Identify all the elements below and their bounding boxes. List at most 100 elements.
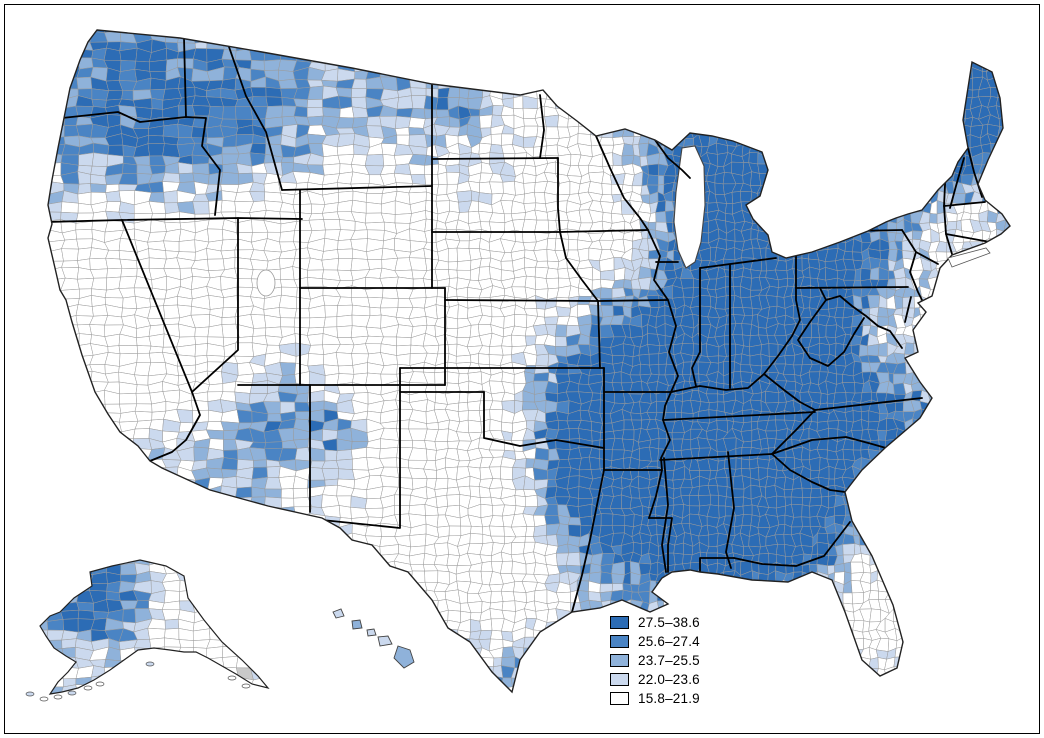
county [500,590,516,602]
county [545,277,560,290]
county [514,495,526,507]
county [351,304,371,317]
county [859,344,869,357]
county [648,221,657,231]
county [337,239,353,250]
state-border-line [431,157,559,160]
county [501,600,516,612]
county [77,191,92,206]
county [220,666,239,678]
county [306,115,324,126]
county [177,30,196,44]
county [887,221,898,234]
county [869,608,882,623]
county [435,97,449,111]
county [335,352,353,367]
county [682,287,694,299]
county [671,432,685,440]
county [533,372,550,382]
county [567,517,582,526]
aleutian-island [67,690,77,696]
county [600,269,616,281]
county [106,590,121,601]
county [394,127,410,136]
county [104,666,123,681]
county [513,95,524,109]
county [61,248,79,262]
county [579,515,594,527]
county [323,316,338,328]
county [426,448,437,461]
county [708,401,719,411]
county [106,276,121,291]
county [134,403,153,413]
county [544,114,559,128]
county [339,106,355,119]
county [337,248,353,259]
county [493,657,503,667]
county [105,201,121,213]
county [365,335,384,345]
county [236,286,254,298]
county [338,505,352,519]
county [265,96,283,107]
county [264,191,283,203]
county [61,260,80,268]
county [382,287,399,299]
county [980,143,992,154]
county [490,133,503,146]
county [479,618,493,631]
legend-label: 27.5–38.6 [638,614,700,630]
county [566,552,581,567]
county [534,191,546,204]
county [409,564,425,572]
county [732,488,745,498]
county [689,505,701,515]
county [396,95,414,110]
county [337,258,353,271]
county [46,629,65,641]
county [47,619,64,631]
county [337,269,354,281]
county [456,247,472,262]
county [350,154,368,166]
aleutian-island [83,685,93,691]
county [281,497,295,509]
county [809,496,822,507]
county [61,646,76,658]
county [179,579,195,592]
county [408,257,428,271]
county [513,152,528,167]
county [971,89,980,99]
county [365,343,382,355]
county [424,570,439,583]
county [163,304,180,319]
county [40,636,49,651]
county [380,475,400,488]
legend-swatch [610,692,629,705]
county [219,497,237,508]
county [278,78,298,89]
county [801,516,811,528]
county [148,257,167,269]
county [122,163,138,174]
county [436,184,448,196]
county [396,570,413,584]
county [207,383,224,393]
legend-label: 25.6–27.4 [638,633,700,649]
county [448,269,458,279]
county [62,618,79,633]
county [554,324,568,338]
county [568,239,579,251]
county [447,86,460,98]
county [710,494,719,507]
county [741,440,753,448]
legend: 27.5–38.6 25.6–27.4 23.7–25.5 22.0–23.6 … [610,615,700,706]
county [236,278,254,288]
county [742,504,753,516]
county [308,344,325,355]
county [293,317,311,329]
county [351,199,367,214]
county [40,201,50,215]
county [208,617,222,630]
